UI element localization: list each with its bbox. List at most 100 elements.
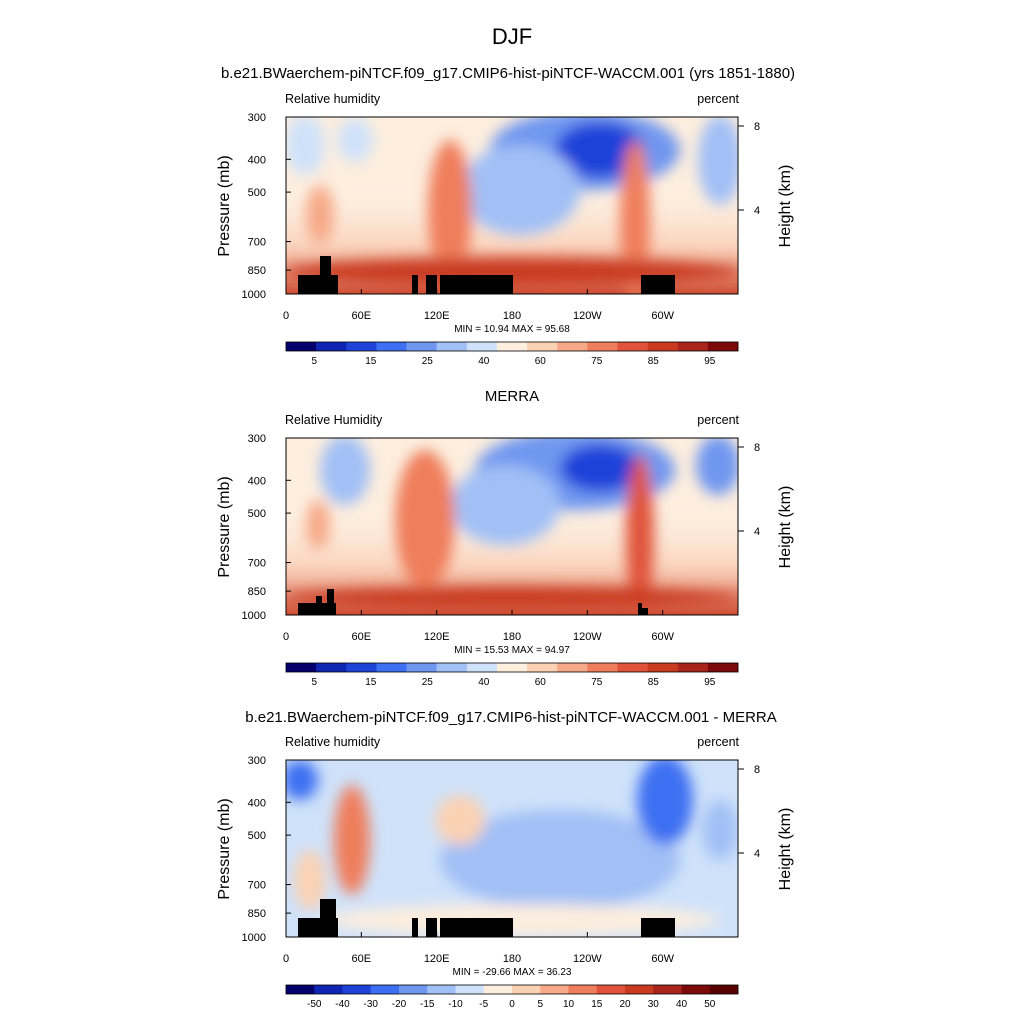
- x-tick-label: 120W: [573, 310, 602, 322]
- colorbar-label: -40: [335, 999, 350, 1010]
- panel-2-colorbar: 5 15 25 40 60 75 85 95: [285, 662, 739, 688]
- colorbar-label: 40: [676, 999, 688, 1010]
- y-tick-label: 300: [248, 433, 266, 445]
- panel-2-contour-field: [286, 438, 738, 615]
- panel-3-y-ticks: 300 400 500 700 850 1000: [242, 755, 291, 944]
- colorbar-swatch: [346, 663, 377, 672]
- panel-1-title: b.e21.BWaerchem-piNTCF.f09_g17.CMIP6-his…: [221, 65, 795, 82]
- panel-1-contour-field: [286, 117, 738, 294]
- panel-1-right-label: percent: [697, 92, 739, 106]
- x-tick-label: 60W: [651, 953, 674, 965]
- colorbar-label: 5: [311, 356, 317, 367]
- y-tick-label: 850: [248, 265, 266, 277]
- panel-3-x-ticks: 0 60E 120E 180 120W 60W: [283, 932, 675, 965]
- colorbar-swatch: [653, 985, 682, 994]
- panel-1-terrain: [298, 256, 675, 294]
- colorbar-swatch: [681, 985, 711, 994]
- panel-1-right-ticks: 84: [738, 121, 760, 217]
- colorbar-swatch: [314, 985, 343, 994]
- y-tick-label: 700: [248, 558, 266, 570]
- colorbar-label: 60: [535, 677, 547, 688]
- colorbar-swatch: [596, 985, 626, 994]
- y-tick-label: 400: [248, 475, 266, 487]
- colorbar-swatch: [709, 985, 739, 994]
- colorbar-swatch: [587, 342, 618, 351]
- colorbar-swatch: [455, 985, 485, 994]
- colorbar-swatch: [557, 342, 588, 351]
- colorbar-swatch: [483, 985, 513, 994]
- x-tick-label: 60W: [651, 310, 674, 322]
- colorbar-swatch: [346, 342, 377, 351]
- x-tick-label: 120W: [573, 631, 602, 643]
- y-tick-label: 300: [248, 755, 266, 767]
- y-tick-label: 400: [248, 797, 266, 809]
- x-tick-label: 180: [503, 631, 521, 643]
- colorbar-label: -20: [392, 999, 407, 1010]
- panel-2-left-label: Relative Humidity: [285, 413, 383, 427]
- x-tick-label: 120E: [424, 953, 450, 965]
- y-tick-label: 1000: [242, 610, 266, 622]
- colorbar-frame: [285, 662, 739, 673]
- colorbar-swatch: [342, 985, 372, 994]
- colorbar-label: 30: [648, 999, 660, 1010]
- colorbar-label: 85: [648, 356, 660, 367]
- colorbar-label: 5: [311, 677, 317, 688]
- colorbar-swatch: [617, 663, 648, 672]
- colorbar-label: 40: [478, 356, 490, 367]
- colorbar-swatch: [496, 342, 528, 351]
- panel-2-x-ticks: 0 60E 120E 180 120W 60W: [283, 610, 675, 643]
- colorbar-label: 40: [478, 677, 490, 688]
- panel-2: MERRA Relative Humidity percent: [216, 388, 794, 688]
- right-tick-label: 4: [754, 848, 760, 860]
- y-tick-label: 500: [248, 187, 266, 199]
- colorbar-label: 50: [704, 999, 716, 1010]
- colorbar-swatch: [496, 663, 528, 672]
- colorbar-swatch: [568, 985, 598, 994]
- colorbar-label: -15: [420, 999, 435, 1010]
- panel-2-right-label: percent: [697, 413, 739, 427]
- panel-3-stats: MIN = -29.66 MAX = 36.23: [453, 967, 572, 978]
- figure-title: DJF: [492, 24, 532, 49]
- panel-2-right-ticks: 84: [738, 442, 760, 538]
- panel-3-y-axis-label: Pressure (mb): [216, 798, 233, 899]
- colorbar-label: 15: [365, 677, 377, 688]
- panel-1-stats: MIN = 10.94 MAX = 95.68: [454, 324, 570, 335]
- right-tick-label: 8: [754, 121, 760, 133]
- colorbar-swatch: [707, 663, 739, 672]
- x-tick-label: 0: [283, 631, 289, 643]
- y-tick-label: 850: [248, 586, 266, 598]
- panel-2-title: MERRA: [485, 388, 539, 405]
- colorbar-swatch: [527, 663, 558, 672]
- colorbar-swatch: [316, 663, 347, 672]
- colorbar-label: -30: [364, 999, 379, 1010]
- colorbar-swatch: [436, 663, 468, 672]
- y-tick-label: 1000: [242, 932, 266, 944]
- panel-3-left-label: Relative humidity: [285, 735, 381, 749]
- x-tick-label: 60E: [352, 631, 372, 643]
- x-tick-label: 180: [503, 953, 521, 965]
- x-tick-label: 180: [503, 310, 521, 322]
- colorbar-swatch: [466, 663, 498, 672]
- y-tick-label: 700: [248, 880, 266, 892]
- colorbar-swatch: [376, 342, 407, 351]
- panel-2-terrain: [298, 589, 648, 615]
- colorbar-label: 85: [648, 677, 660, 688]
- colorbar-swatch: [647, 663, 679, 672]
- right-tick-label: 8: [754, 442, 760, 454]
- panel-3-right-ticks: 84: [738, 764, 760, 860]
- colorbar-swatch: [436, 342, 468, 351]
- colorbar-swatch: [625, 985, 654, 994]
- panel-1-x-ticks: 0 60E 120E 180 120W 60W: [283, 289, 675, 322]
- y-tick-label: 850: [248, 908, 266, 920]
- panel-1-left-label: Relative humidity: [285, 92, 381, 106]
- panel-3: b.e21.BWaerchem-piNTCF.f09_g17.CMIP6-his…: [216, 709, 794, 1010]
- colorbar-label: -5: [479, 999, 488, 1010]
- colorbar-swatch: [406, 342, 437, 351]
- panel-2-y-axis-label: Pressure (mb): [216, 476, 233, 577]
- panel-2-right-axis-label: Height (km): [777, 486, 794, 569]
- colorbar-label: 95: [704, 677, 716, 688]
- colorbar-label: 60: [535, 356, 547, 367]
- x-tick-label: 60W: [651, 631, 674, 643]
- colorbar-swatch: [286, 663, 317, 672]
